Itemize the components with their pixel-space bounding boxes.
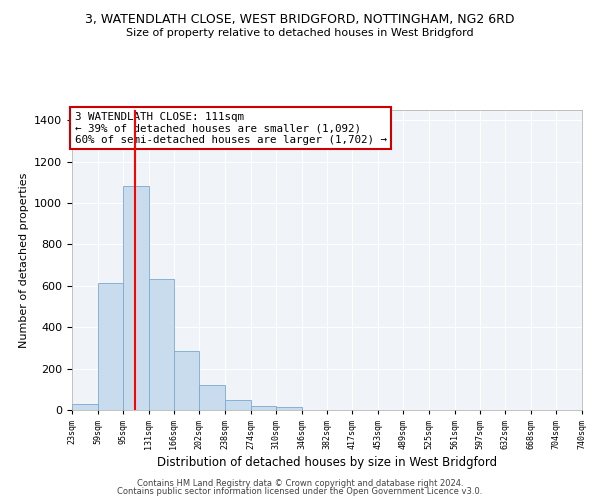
Text: Size of property relative to detached houses in West Bridgford: Size of property relative to detached ho… — [126, 28, 474, 38]
Bar — [72, 404, 98, 410]
Bar — [225, 400, 251, 410]
Bar — [276, 407, 302, 410]
Text: Contains HM Land Registry data © Crown copyright and database right 2024.: Contains HM Land Registry data © Crown c… — [137, 478, 463, 488]
Text: 3 WATENDLATH CLOSE: 111sqm
← 39% of detached houses are smaller (1,092)
60% of s: 3 WATENDLATH CLOSE: 111sqm ← 39% of deta… — [74, 112, 386, 144]
Text: 3, WATENDLATH CLOSE, WEST BRIDGFORD, NOTTINGHAM, NG2 6RD: 3, WATENDLATH CLOSE, WEST BRIDGFORD, NOT… — [85, 12, 515, 26]
Bar — [174, 351, 199, 410]
Text: Contains public sector information licensed under the Open Government Licence v3: Contains public sector information licen… — [118, 487, 482, 496]
Y-axis label: Number of detached properties: Number of detached properties — [19, 172, 29, 348]
Bar — [123, 186, 149, 410]
Bar — [251, 406, 276, 410]
Bar — [199, 385, 225, 410]
Bar — [98, 283, 123, 410]
Bar — [149, 278, 174, 410]
X-axis label: Distribution of detached houses by size in West Bridgford: Distribution of detached houses by size … — [157, 456, 497, 469]
